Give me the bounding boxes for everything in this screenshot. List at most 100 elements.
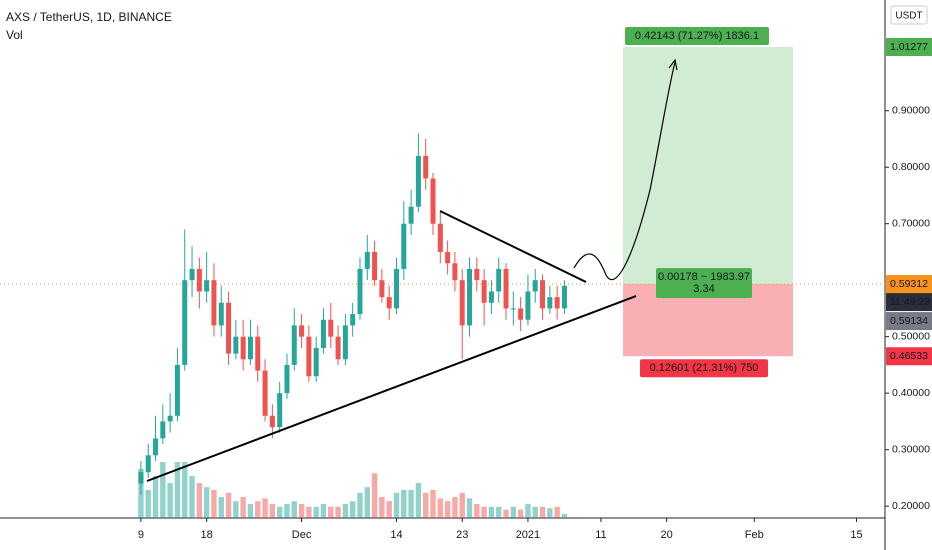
volume-bar [459,492,465,518]
countdown-price-label: 11:49:23 [890,296,930,308]
candle-body [452,263,458,281]
volume-bar [496,506,502,518]
candle-body [372,251,378,281]
profit-label: 0.42143 (71.27%) 1836.1 [635,30,759,42]
volume-bar [276,506,283,518]
y-tick-label: 0.30000 [892,443,930,455]
candle-body [437,223,443,252]
volume-bar [240,497,246,518]
candle-body [540,280,546,309]
candle-body [415,155,421,207]
y-tick-label: 0.80000 [892,161,930,173]
volume-bar [262,498,268,518]
countdown-price-tag [886,293,932,312]
candle-body [386,297,392,309]
volume-bar [423,492,429,518]
candle-body [423,155,429,179]
candle-body [306,336,312,377]
chart-title: AXS / TetherUS, 1D, BINANCE [6,10,172,24]
volume-bar [561,513,568,518]
candle-body [145,455,151,473]
candle-body [532,280,538,292]
candle-body [299,325,305,337]
last-price-tag [886,275,932,294]
candle-body [445,251,451,264]
entry-label: 0.00178 ~ 1983.97 [658,271,750,283]
candle-body [255,336,261,371]
candle-body [401,223,407,269]
candle-body [277,393,283,428]
y-tick-label: 0.50000 [892,330,930,342]
candle-body [357,268,363,315]
arrow-head [668,58,678,71]
volume-bar [554,506,560,518]
volume-bar [452,497,458,518]
candle-body [328,319,334,337]
support-trendline [146,295,637,482]
candle-body [488,291,494,303]
candle-body [496,268,502,292]
candle-body [342,325,348,360]
candle-body [233,336,239,354]
candle-body [226,302,232,354]
volume-bar [196,483,203,518]
volume-bar [437,498,444,518]
volume-bar [298,504,305,518]
volume-bar [503,509,509,518]
volume-bar [510,506,517,518]
candle-body [284,364,290,394]
y-tick-label: 0.90000 [892,104,930,116]
candle-body [240,336,246,360]
volume-bar [255,501,261,518]
volume-bar [174,462,181,518]
volume-bar [145,490,151,518]
volume-bar [269,504,276,518]
candle-body [518,308,524,320]
volume-bar [539,506,546,518]
currency[interactable]: USDT [895,11,922,22]
candle-body [408,206,414,224]
volume-bar [386,501,392,518]
volume-bar [547,508,553,518]
x-tick-label: Dec [292,529,312,541]
candle-body [313,347,319,377]
mark-price-tag [886,312,932,331]
candle-body [510,308,516,310]
volume-bar [408,490,414,518]
volume-bar [415,483,422,518]
volume-bar [532,506,538,518]
volume-bar [364,487,370,518]
candle-body [525,291,531,320]
volume-bar [342,504,349,518]
candle-body [561,285,567,309]
mark-price-label: 0.59134 [890,315,928,327]
volume-bar [401,490,407,518]
candle-body [189,268,195,281]
candle-body [291,325,297,365]
volume-bar [488,506,495,518]
volume-bar [474,504,480,518]
volume-bar [247,504,254,518]
candle-body [481,280,487,303]
volume-bar [517,509,524,518]
target-price-label: 1.01277 [890,41,928,53]
entry-label-box [656,268,752,299]
loss-label-box [640,359,768,378]
x-tick-label: 20 [661,529,673,541]
x-tick-label: Feb [745,529,764,541]
entry-label: 3.34 [693,283,714,295]
volume-bar [203,487,210,518]
volume-bar [189,476,195,518]
candle-body [204,280,210,292]
candle-body [138,472,144,484]
x-tick-label: 23 [456,529,468,541]
candle-body [182,280,188,365]
volume-bar [320,504,327,518]
candle-body [430,178,436,224]
volume-bar [291,501,297,518]
x-tick-label: 9 [138,529,144,541]
candle-body [196,268,202,292]
volume-label: Vol [6,28,23,42]
currency-box[interactable] [890,5,928,25]
